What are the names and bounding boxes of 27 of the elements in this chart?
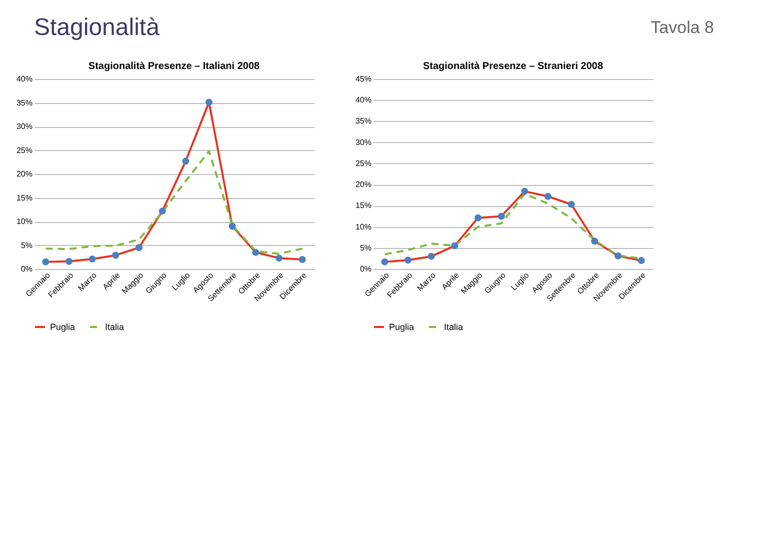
y-tick-label: 30% [16, 122, 32, 131]
y-tick-label: 15% [16, 193, 32, 202]
y-tick-label: 35% [16, 98, 32, 108]
y-tick-label: 0% [20, 264, 32, 274]
y-tick-label: 10% [16, 217, 32, 226]
y-tick-label: 5% [20, 240, 32, 250]
y-tick-label: 40% [355, 96, 372, 105]
chart-title: Stagionalità Presenze – Italiani 2008 [88, 61, 260, 72]
text: Tavola 8 [650, 18, 714, 37]
y-tick-label: 20% [16, 170, 32, 178]
y-tick-label: 0% [360, 264, 372, 274]
y-tick-label: 35% [355, 116, 372, 126]
y-tick-label: 15% [355, 201, 372, 210]
legend-label: Puglia [389, 322, 414, 332]
y-tick-label: 25% [355, 158, 372, 168]
legend-label: Italia [444, 322, 464, 332]
chart-title: Stagionalità Presenze – Stranieri 2008 [422, 61, 604, 72]
y-tick-label: 20% [355, 180, 372, 190]
y-tick-label: 5% [360, 243, 372, 252]
y-tick-label: 45% [355, 74, 372, 84]
y-tick-label: 10% [355, 222, 372, 232]
y-tick-label: 40% [16, 74, 32, 84]
text: Stagionalità [34, 14, 160, 41]
legend-label: Puglia [50, 322, 76, 332]
y-tick-label: 25% [16, 146, 32, 155]
y-tick-label: 30% [355, 138, 372, 147]
legend-label: Italia [105, 322, 124, 332]
